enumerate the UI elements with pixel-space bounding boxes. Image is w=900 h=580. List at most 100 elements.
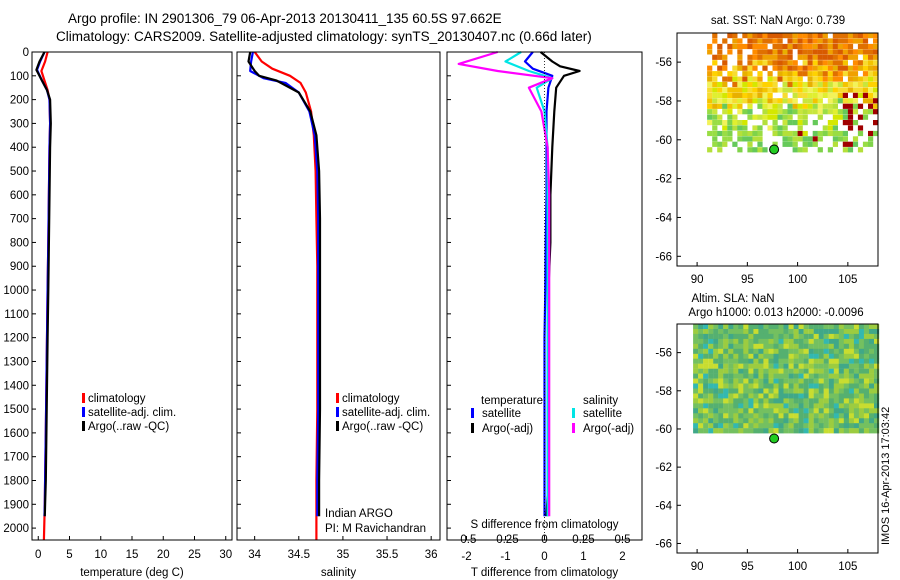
sla-map-cell [693,329,699,335]
sst-map-cell [797,147,803,153]
sla-map-cell [823,363,829,369]
sst-map-cell [777,103,783,109]
sla-map-cell [758,423,764,429]
sla-map-cell [869,403,875,409]
sla-map-cell [778,338,784,345]
sla-map-cell [858,383,865,389]
sla-map-cell [818,348,824,354]
sst-map-cell [792,60,798,66]
sst-map-cell [782,125,788,131]
sla-map-cell [768,363,774,369]
sst-map-cell [807,103,813,109]
sla-map-cell [738,373,744,379]
sst-map-xtick-label: 105 [838,274,857,286]
sla-map-cell [803,398,809,404]
sla-map-cell [748,353,754,359]
sst-map-cell [777,49,783,55]
sla-map-cell [713,423,719,429]
sla-map-cell [728,373,734,379]
sla-map-cell [778,428,784,434]
sla-map-cell [758,338,764,345]
sla-map-cell [703,398,709,404]
sst-map-cell [717,71,723,77]
sst-map-cell [787,98,793,104]
sla-map-cell [858,358,865,364]
sla-map-cell [773,428,779,434]
sst-map-cell [822,109,828,115]
sla-map-cell [798,423,804,429]
sla-map-cell [693,333,699,340]
sla-map-cell [838,368,844,374]
sst-map-cell [752,130,758,137]
sst-map-cell [757,141,763,147]
sla-map-cell [858,368,865,374]
sla-map-cell [783,358,789,364]
sst-map-cell [807,43,813,50]
sst-map-cell [827,65,833,71]
sst-map-cell [737,81,743,88]
sla-map-cell [838,388,844,394]
sla-map-cell [693,423,699,429]
panel1-ytick-label: 500 [10,166,29,178]
sla-map-cell [778,368,784,374]
sla-map-cell [869,333,875,340]
sst-map-cell [822,76,828,82]
sst-map-cell [732,87,738,93]
sst-map-cell [777,76,783,82]
sla-map-cell [763,343,769,349]
sst-map-cell [752,81,758,88]
sla-map-cell [733,343,739,349]
sla-map-cell [853,329,860,335]
sla-map-cell [718,413,724,419]
panel3-legend-swatch [471,408,474,418]
sst-map-cell [792,76,798,82]
sla-map-cell [698,333,704,340]
sst-map-cell [847,43,854,50]
sst-map-cell [777,87,783,93]
sst-map-cell [868,87,874,93]
panel1-ytick-label: 700 [10,214,29,226]
sla-map-cell [808,358,814,364]
sst-map-cell [712,71,718,77]
sla-map-cell [793,423,799,429]
sla-map-cell [778,329,784,335]
sst-map-cell [737,130,743,137]
sst-map-cell [822,43,828,50]
sst-map-cell [717,98,723,104]
panel2-xtick-label: 35.5 [376,549,398,561]
sla-map-cell [793,413,799,419]
sla-map-cell [869,343,875,349]
sla-map-cell [773,423,779,429]
sst-map-cell [802,71,808,77]
sst-map-cell [832,98,838,104]
sla-map-cell [848,358,855,364]
sst-map-cell [802,103,808,109]
sst-map-cell [873,109,879,115]
sst-map-cell [732,141,738,147]
sst-map-cell [727,33,733,39]
sla-map-cell [738,398,744,404]
sla-map-cell [743,373,749,379]
sst-map-cell [832,114,838,120]
sst-map-cell [727,71,733,77]
sst-map-cell [812,87,818,93]
sst-map-cell [772,38,778,44]
sla-map-cell [728,333,734,340]
sla-map-cell [818,324,824,330]
sst-map-cell [747,43,753,50]
sla-map-cell [823,373,829,379]
sst-map-cell [837,130,843,137]
sla-map-cell [813,368,819,374]
sla-map-cell [698,343,704,349]
sst-map-cell [727,136,733,142]
sla-map-argo-marker [769,433,780,444]
sla-map-cell [848,329,855,335]
sst-map-cell [732,81,738,88]
sst-map-cell [742,98,748,104]
sla-map-cell [733,393,739,399]
sla-map-cell [708,418,714,424]
sla-map-cell [773,353,779,359]
sst-map-cell [732,71,738,77]
sla-map-cell [869,398,875,404]
sla-map-cell [858,423,865,429]
